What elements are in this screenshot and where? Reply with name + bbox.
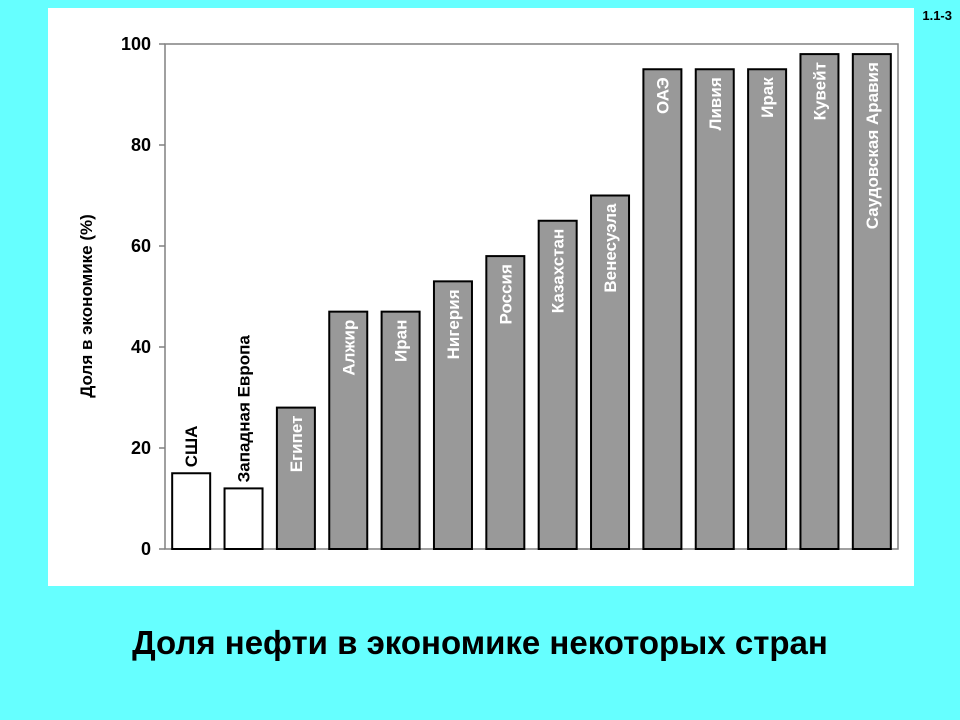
bar: [432, 280, 473, 550]
slide-number: 1.1-3: [922, 8, 952, 23]
bars: США Западная Европа Египет Алжир Иран Нигерия…: [171, 53, 892, 550]
bar-label: Иран: [392, 320, 411, 362]
bar: [380, 310, 421, 550]
bar-label: Венесуэла: [601, 203, 620, 293]
chart-panel: 0 20 40 60 80 100 США Западная Европа Египет Алж…: [48, 8, 914, 586]
bar: [694, 68, 735, 550]
y-axis-title: Доля в экономике (%): [77, 214, 96, 398]
bar-label: Египет: [287, 416, 306, 473]
bar-label: Алжир: [339, 320, 358, 376]
plot-area: [164, 43, 899, 550]
y-tick-label: 0: [141, 539, 151, 559]
y-tick-label: 20: [131, 438, 151, 458]
bar: [485, 255, 526, 550]
bar-label: Кувейт: [810, 62, 829, 120]
bar-label: Казахстан: [549, 229, 568, 313]
bar: [642, 68, 683, 550]
bar: [851, 53, 892, 550]
slide-title: Доля нефти в экономике некоторых стран: [132, 624, 828, 661]
bar-chart: 0 20 40 60 80 100 США Западная Европа Египет Алж…: [77, 34, 899, 559]
bar: [537, 219, 578, 550]
bar-label: Западная Европа: [235, 335, 254, 483]
y-axis: 0 20 40 60 80 100: [121, 34, 165, 559]
bar: [747, 68, 788, 550]
y-tick-label: 40: [131, 337, 151, 357]
bar-label: Ирак: [758, 77, 777, 118]
bar-label: США: [182, 426, 201, 468]
bar-label: Нигерия: [444, 289, 463, 359]
bar: [223, 487, 264, 550]
bar: [590, 194, 631, 550]
y-tick-label: 60: [131, 236, 151, 256]
bar-label: Саудовская Аравия: [863, 62, 882, 229]
bar-label: Россия: [496, 264, 515, 324]
bar: [171, 472, 212, 550]
bar: [799, 53, 840, 550]
bar: [275, 406, 316, 550]
y-tick-label: 80: [131, 135, 151, 155]
y-tick-label: 100: [121, 34, 151, 54]
bar-label: ОАЭ: [653, 77, 672, 114]
bar: [328, 310, 369, 550]
bar-label: Ливия: [706, 77, 725, 130]
